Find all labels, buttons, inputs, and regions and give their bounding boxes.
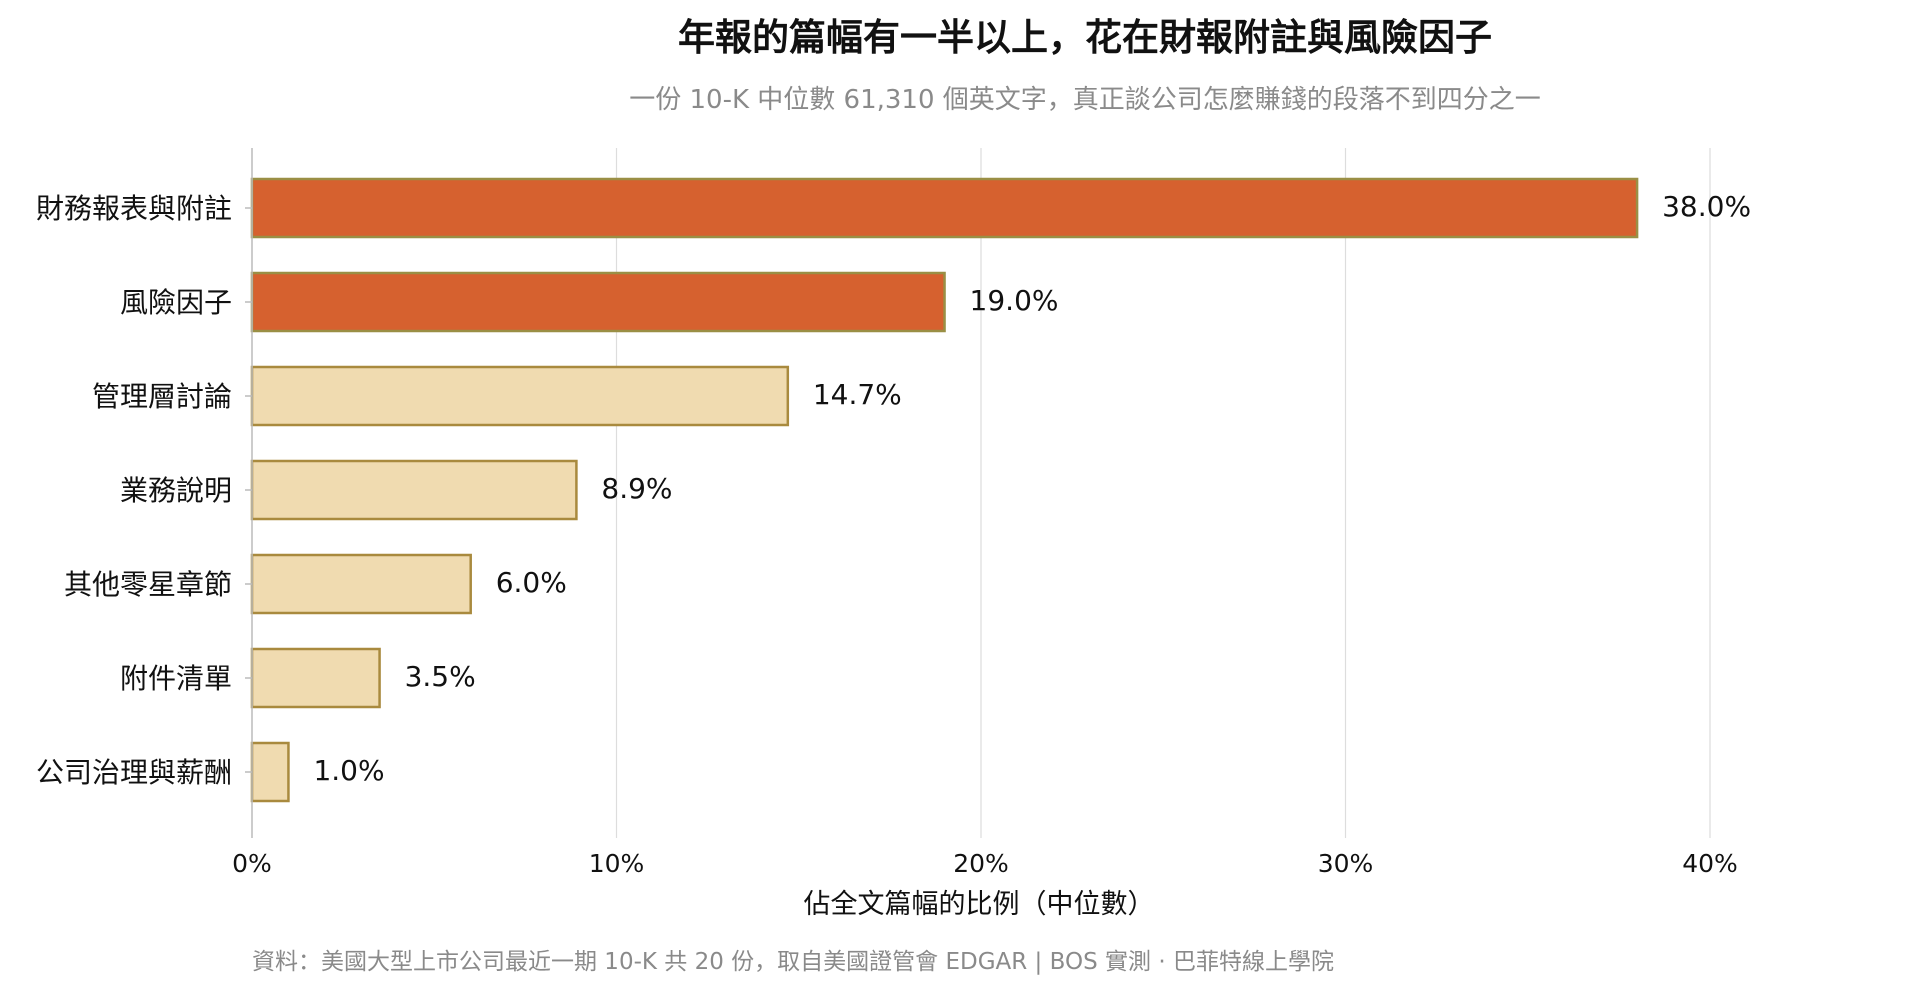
category-label: 管理層討論 [92,380,232,413]
data-label: 38.0% [1662,190,1751,223]
category-label: 財務報表與附註 [36,192,232,225]
category-label: 附件清單 [120,662,232,695]
chart-title: 年報的篇幅有一半以上，花在財報附註與風險因子 [678,16,1492,59]
category-label: 業務說明 [120,474,232,507]
x-tick-label: 20% [953,849,1009,878]
x-tick-label: 10% [589,849,645,878]
data-label: 3.5% [405,660,476,693]
source-note: 資料：美國大型上市公司最近一期 10-K 共 20 份，取自美國證管會 EDGA… [252,949,1334,975]
x-tick-label: 30% [1318,849,1374,878]
bar [250,177,1639,239]
gridlines [615,148,1711,838]
value-labels: 38.0% 19.0% 14.7% 8.9% 6.0% 3.5% 1.0% [313,190,1751,787]
bars [250,177,1639,803]
x-axis-label: 佔全文篇幅的比例（中位數） [804,889,1155,920]
bar [250,741,290,803]
bar [250,271,946,333]
category-label: 風險因子 [120,286,232,319]
x-tick-labels: 0% 10% 20% 30% 40% [232,849,1738,878]
bar [250,365,790,427]
chart-subtitle: 一份 10-K 中位數 61,310 個英文字，真正談公司怎麼賺錢的段落不到四分… [629,85,1541,115]
data-label: 1.0% [313,754,384,787]
x-tick-label: 0% [232,849,272,878]
category-label: 公司治理與薪酬 [36,756,232,789]
data-label: 14.7% [813,378,902,411]
x-tick-label: 40% [1682,849,1738,878]
bar [250,553,472,615]
bar [250,647,381,709]
data-label: 19.0% [970,284,1059,317]
data-label: 8.9% [601,472,672,505]
category-label: 其他零星章節 [64,568,232,601]
data-label: 6.0% [496,566,567,599]
bar [250,459,578,521]
